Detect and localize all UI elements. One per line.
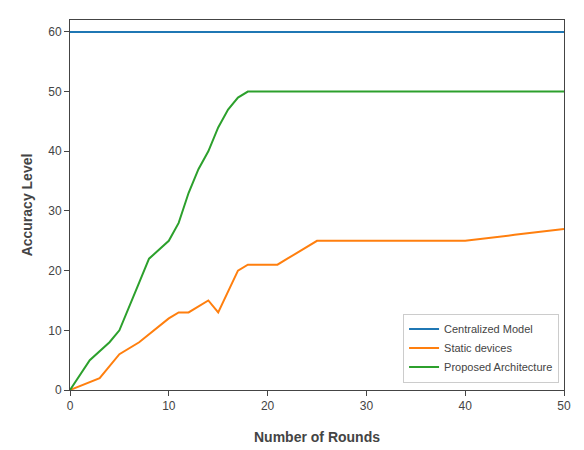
svg-text:0: 0 — [55, 383, 62, 397]
svg-text:Accuracy Level: Accuracy Level — [19, 154, 35, 257]
svg-text:30: 30 — [48, 204, 62, 218]
svg-text:10: 10 — [162, 399, 176, 413]
svg-text:50: 50 — [557, 399, 571, 413]
svg-text:30: 30 — [360, 399, 374, 413]
svg-text:0: 0 — [67, 399, 74, 413]
svg-text:Static devices: Static devices — [444, 342, 512, 354]
svg-text:Number of Rounds: Number of Rounds — [254, 429, 380, 445]
svg-text:10: 10 — [48, 324, 62, 338]
svg-text:Centralized Model: Centralized Model — [444, 323, 533, 335]
svg-text:40: 40 — [459, 399, 473, 413]
svg-text:Proposed Architecture: Proposed Architecture — [444, 361, 552, 373]
svg-text:20: 20 — [261, 399, 275, 413]
svg-text:50: 50 — [48, 85, 62, 99]
svg-text:60: 60 — [48, 25, 62, 39]
svg-text:40: 40 — [48, 144, 62, 158]
svg-text:20: 20 — [48, 264, 62, 278]
